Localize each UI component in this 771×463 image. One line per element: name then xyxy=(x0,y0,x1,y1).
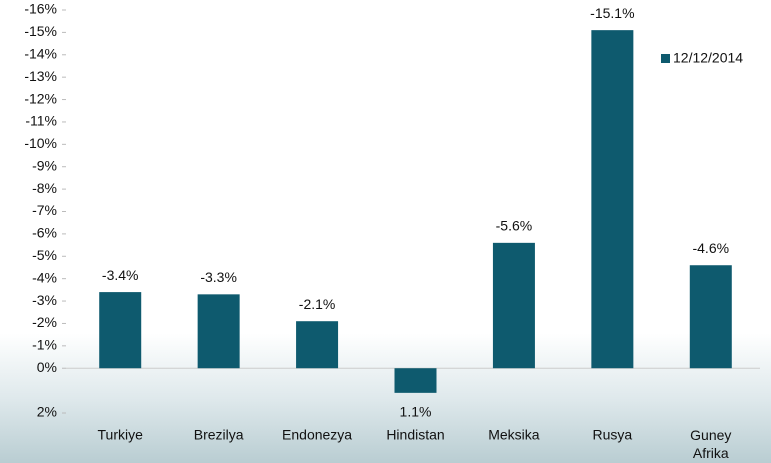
data-label: -15.1% xyxy=(590,5,634,21)
x-tick-label: Hindistan xyxy=(386,427,444,443)
y-tick-label: -9% xyxy=(32,157,57,173)
data-label: -2.1% xyxy=(299,296,336,312)
y-tick-label: -10% xyxy=(24,135,57,151)
y-tick-label: -14% xyxy=(24,45,57,61)
bar xyxy=(296,321,339,369)
y-tick-label: -8% xyxy=(32,180,57,196)
y-tick-label: -4% xyxy=(32,269,57,285)
data-label: -4.6% xyxy=(692,240,729,256)
bar xyxy=(197,294,240,369)
y-tick-label: -5% xyxy=(32,247,57,263)
data-label: -5.6% xyxy=(496,218,533,234)
y-tick-label: -7% xyxy=(32,202,57,218)
y-tick-label: -1% xyxy=(32,337,57,353)
x-tick-label: Endonezya xyxy=(282,427,352,443)
bar xyxy=(394,368,437,393)
y-tick-label: 0% xyxy=(37,359,57,375)
y-tick-label: -16% xyxy=(24,1,57,17)
y-tick-label: -11% xyxy=(25,113,57,129)
x-tick-label: Guney Afrika xyxy=(690,427,731,461)
y-tick-label: -3% xyxy=(32,292,57,308)
legend-swatch xyxy=(661,54,670,63)
bar xyxy=(591,30,634,369)
x-tick-label: Meksika xyxy=(488,427,540,443)
x-tick-label: Rusya xyxy=(593,427,633,443)
y-tick-label: -15% xyxy=(24,23,57,39)
legend-label: 12/12/2014 xyxy=(673,50,743,66)
y-tick-label: -6% xyxy=(32,225,57,241)
bar xyxy=(99,292,142,369)
bar xyxy=(492,242,535,369)
y-tick-label: -2% xyxy=(32,314,57,330)
y-tick-label: 2% xyxy=(37,404,57,420)
data-label: -3.4% xyxy=(102,267,139,283)
data-label: -3.3% xyxy=(200,269,237,285)
y-tick-label: -12% xyxy=(24,90,57,106)
x-tick-label: Brezilya xyxy=(194,427,244,443)
bar xyxy=(689,265,732,369)
data-label: 1.1% xyxy=(400,404,432,420)
x-tick-label: Turkiye xyxy=(98,427,144,443)
y-tick-label: -13% xyxy=(24,68,57,84)
